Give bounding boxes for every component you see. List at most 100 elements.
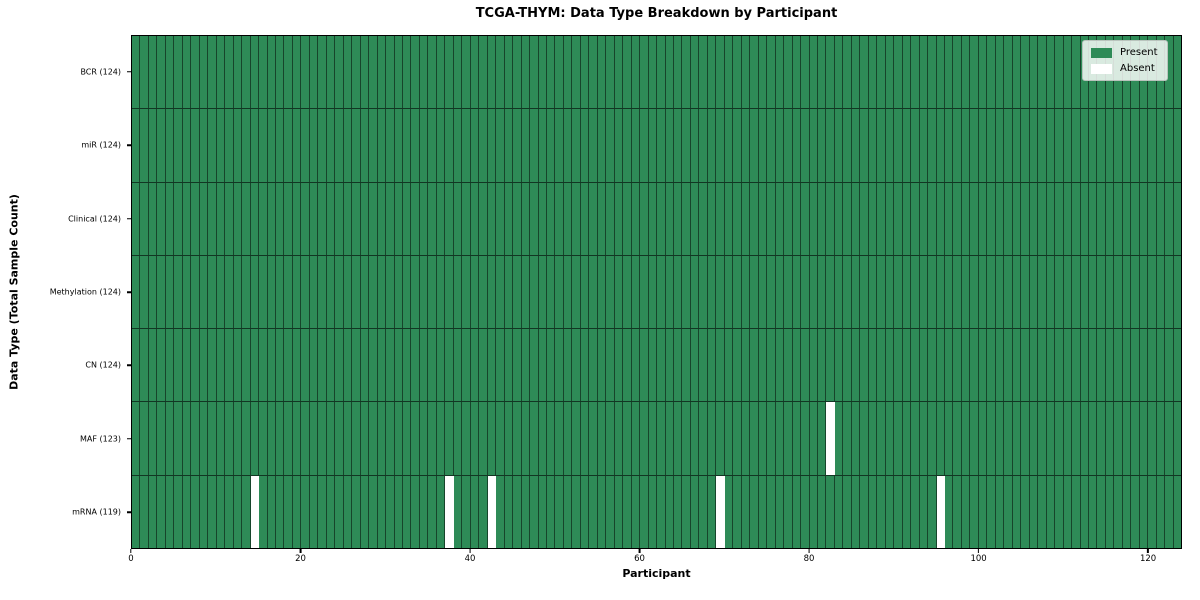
heatmap-cell: [868, 475, 878, 548]
heatmap-cell: [326, 475, 336, 548]
heatmap-cell: [640, 402, 649, 475]
heatmap-cell: [885, 36, 895, 109]
y-tick-mark: [127, 144, 131, 146]
heatmap-cell: [352, 109, 361, 182]
y-tick-label: CN (124): [85, 360, 121, 370]
heatmap-cell: [894, 475, 903, 548]
heatmap-cell: [496, 36, 505, 109]
heatmap-cell: [614, 109, 624, 182]
heatmap-cell: [817, 36, 827, 109]
heatmap-cell: [911, 402, 920, 475]
heatmap-cell: [801, 109, 810, 182]
heatmap-cell: [894, 182, 903, 255]
y-tick-label: MAF (123): [79, 434, 121, 444]
heatmap-cell: [690, 402, 700, 475]
heatmap-cell: [496, 182, 505, 255]
heatmap-cell: [318, 36, 327, 109]
heatmap-cell: [1046, 475, 1056, 548]
heatmap-cell: [479, 182, 488, 255]
x-tick: 80: [804, 549, 814, 564]
heatmap-cell: [191, 402, 200, 475]
heatmap-cell: [978, 109, 988, 182]
heatmap-cell: [470, 402, 480, 475]
heatmap-cell: [1139, 329, 1149, 402]
heatmap-cell: [978, 475, 988, 548]
heatmap-cell: [597, 255, 607, 329]
heatmap-row-BCR: [132, 36, 1182, 110]
heatmap-cell: [750, 36, 759, 109]
heatmap-cell: [555, 36, 564, 109]
heatmap-cell: [741, 182, 751, 255]
heatmap-row-miR: [132, 109, 1182, 183]
heatmap-cell: [199, 182, 209, 255]
heatmap-cell: [775, 402, 785, 475]
heatmap-cell: [741, 402, 751, 475]
heatmap-cell: [343, 329, 353, 402]
heatmap-cell: [928, 402, 937, 475]
heatmap-cell: [936, 329, 945, 402]
heatmap-cell: [606, 36, 615, 109]
heatmap-cell-absent: [716, 475, 725, 548]
heatmap-cell: [259, 255, 268, 329]
heatmap-cell: [953, 329, 962, 402]
heatmap-cell: [894, 329, 903, 402]
heatmap-cell: [1080, 109, 1089, 182]
heatmap-cell: [665, 36, 674, 109]
heatmap-cell: [860, 109, 869, 182]
heatmap-cell-absent: [936, 475, 945, 548]
heatmap-cell: [758, 109, 768, 182]
legend-label-absent: Absent: [1120, 63, 1155, 74]
heatmap-cell: [504, 329, 514, 402]
heatmap-cell: [674, 182, 683, 255]
heatmap-cell: [1055, 36, 1064, 109]
heatmap-cell: [1004, 329, 1013, 402]
heatmap-cell: [775, 109, 785, 182]
heatmap-cell: [208, 182, 217, 255]
heatmap-cell: [885, 329, 895, 402]
heatmap-cell: [970, 255, 979, 329]
heatmap-cell: [284, 402, 293, 475]
heatmap-cell: [132, 255, 141, 329]
heatmap-cell: [462, 402, 471, 475]
heatmap-cell: [165, 255, 175, 329]
heatmap-cell: [326, 402, 336, 475]
heatmap-cell: [216, 109, 226, 182]
heatmap-cell: [817, 182, 827, 255]
heatmap-cell: [386, 475, 395, 548]
heatmap-cell: [674, 402, 683, 475]
heatmap-cell: [826, 255, 835, 329]
heatmap-cell: [343, 475, 353, 548]
heatmap-cell: [572, 329, 581, 402]
heatmap-cell: [851, 36, 861, 109]
heatmap-cell: [817, 475, 827, 548]
heatmap-cell: [775, 36, 785, 109]
x-tick-mark: [469, 549, 471, 553]
heatmap-cell: [724, 255, 734, 329]
heatmap-cell: [826, 36, 835, 109]
heatmap-cell: [284, 329, 293, 402]
heatmap-cell: [1055, 109, 1064, 182]
heatmap-cell: [470, 475, 480, 548]
heatmap-cell: [530, 36, 539, 109]
heatmap-cell: [911, 475, 920, 548]
heatmap-cell: [411, 329, 420, 402]
heatmap-cell: [284, 255, 293, 329]
heatmap-cell: [1012, 475, 1022, 548]
heatmap-cell: [436, 109, 446, 182]
heatmap-cell: [1080, 475, 1089, 548]
heatmap-cell: [826, 109, 835, 182]
heatmap-cell: [834, 255, 844, 329]
heatmap-cell: [868, 109, 878, 182]
heatmap-cell: [690, 36, 700, 109]
heatmap-cell: [369, 182, 378, 255]
heatmap-cell: [301, 182, 310, 255]
heatmap-cell: [1131, 329, 1140, 402]
heatmap-cell: [597, 36, 607, 109]
heatmap-cell: [919, 475, 929, 548]
heatmap-cell: [487, 36, 497, 109]
heatmap-cell: [513, 329, 522, 402]
heatmap-cell: [750, 109, 759, 182]
heatmap-cell: [1105, 182, 1115, 255]
heatmap-cell: [758, 475, 768, 548]
heatmap-cell: [453, 329, 463, 402]
